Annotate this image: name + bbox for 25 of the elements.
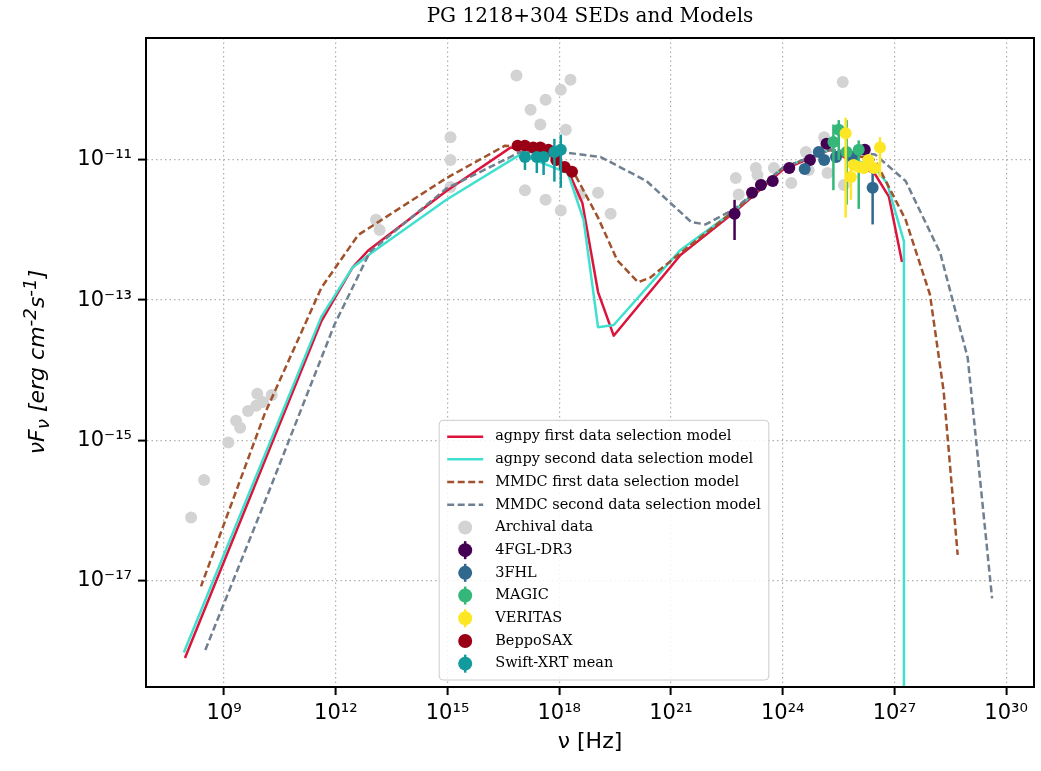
legend-label: agnpy first data selection model: [495, 427, 732, 444]
x-axis-title: ν [Hz]: [556, 728, 624, 753]
x-tick-label: 10²⁷: [872, 700, 917, 725]
chart-title: PG 1218+304 SEDs and Models: [425, 3, 755, 27]
y-tick-label: 10⁻¹⁷: [77, 566, 132, 591]
y-tick-label: 10⁻¹³: [77, 286, 132, 311]
legend-label: MMDC second data selection model: [495, 495, 762, 512]
y-tick-label: 10⁻¹¹: [77, 146, 132, 171]
legend-label: VERITAS: [494, 609, 563, 626]
x-tick-label: 10¹⁸: [537, 700, 582, 725]
x-tick-label: 10²⁴: [760, 700, 805, 725]
legend-label: Archival data: [494, 518, 594, 535]
legend-label: MAGIC: [495, 586, 549, 603]
x-tick-label: 10²¹: [649, 700, 693, 725]
x-tick-label: 10³⁰: [984, 700, 1028, 725]
y-tick-label: 10⁻¹⁵: [77, 426, 132, 451]
x-tick-label: 10¹²: [314, 700, 358, 725]
legend-label: MMDC first data selection model: [495, 472, 740, 489]
x-tick-label: 10⁹: [206, 700, 242, 725]
legend-label: agnpy second data selection model: [495, 450, 754, 467]
legend-label: 3FHL: [495, 563, 538, 580]
x-tick-label: 10¹⁵: [425, 700, 470, 725]
legend-label: BeppoSAX: [495, 631, 574, 648]
legend-label: Swift-XRT mean: [495, 654, 614, 671]
legend-label: 4FGL-DR3: [495, 540, 573, 557]
